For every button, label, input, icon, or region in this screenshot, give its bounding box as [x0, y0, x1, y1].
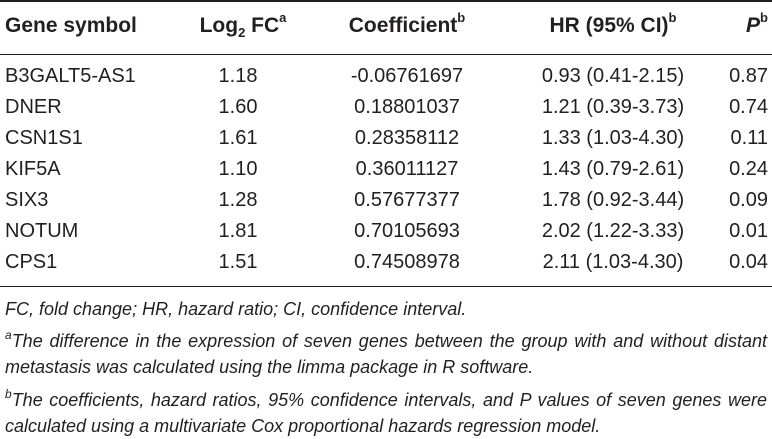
- footnote-a-mark: a: [5, 328, 12, 342]
- header-coefficient-sup: b: [457, 10, 466, 25]
- table-bottom-rule: [0, 286, 772, 287]
- cell-hr-ci: 1.33 (1.03-4.30): [541, 127, 685, 149]
- table-body: B3GALT5-AS1 1.18 -0.06761697 0.93 (0.41-…: [0, 63, 772, 280]
- cell-log2-fc: 1.10: [218, 158, 258, 180]
- header-p-value-text: P: [746, 14, 761, 37]
- cell-coefficient: -0.06761697: [350, 65, 464, 87]
- cell-coefficient: 0.18801037: [354, 96, 460, 118]
- table-row: NOTUM 1.81 0.70105693 2.02 (1.22-3.33) 0…: [0, 218, 772, 249]
- footnote-b-text: The coefficients, hazard ratios, 95% con…: [5, 390, 767, 436]
- cell-p-value: 0.04: [729, 251, 768, 273]
- cell-coefficient: 0.36011127: [355, 158, 459, 180]
- cell-log2-fc: 1.60: [218, 96, 258, 118]
- table-header-rule: [0, 54, 772, 55]
- cell-log2-fc: 1.81: [218, 220, 258, 242]
- cell-log2-fc: 1.61: [218, 127, 258, 149]
- header-log2-fc-sup: a: [279, 10, 287, 25]
- header-log2-fc: Log2 FCa: [188, 11, 298, 41]
- cell-gene: DNER: [5, 96, 62, 118]
- footnote-a-text: The difference in the expression of seve…: [5, 331, 767, 377]
- cell-hr-ci: 1.43 (0.79-2.61): [541, 158, 685, 180]
- header-hr-ci-sup: b: [668, 10, 677, 25]
- cell-log2-fc: 1.18: [218, 65, 258, 87]
- footnote-abbreviations: FC, fold change; HR, hazard ratio; CI, c…: [5, 299, 467, 319]
- cell-coefficient: 0.70105693: [354, 220, 460, 242]
- cell-hr-ci: 1.78 (0.92-3.44): [541, 189, 685, 211]
- header-hr-ci: HR (95% CI)b: [508, 11, 718, 38]
- header-gene-symbol: Gene symbol: [5, 14, 137, 37]
- cell-hr-ci: 2.02 (1.22-3.33): [541, 220, 685, 242]
- table-header-row: Gene symbol Log2 FCa Coefficientb HR (95…: [0, 0, 772, 54]
- table-row: SIX3 1.28 0.57677377 1.78 (0.92-3.44) 0.…: [0, 187, 772, 218]
- footnote-a: aThe difference in the expression of sev…: [5, 328, 767, 380]
- table-row: CPS1 1.51 0.74508978 2.11 (1.03-4.30) 0.…: [0, 249, 772, 280]
- table-row: CSN1S1 1.61 0.28358112 1.33 (1.03-4.30) …: [0, 125, 772, 156]
- header-coefficient-text: Coefficient: [348, 14, 458, 37]
- cell-gene: KIF5A: [5, 158, 61, 180]
- header-hr-ci-text: HR (95% CI): [549, 14, 669, 37]
- cell-p-value: 0.24: [729, 158, 768, 180]
- cell-coefficient: 0.74508978: [354, 251, 460, 273]
- cell-gene: B3GALT5-AS1: [5, 65, 136, 87]
- cell-gene: CSN1S1: [5, 127, 83, 149]
- header-p-value: Pb: [716, 11, 768, 38]
- header-p-value-sup: b: [760, 10, 768, 25]
- cell-p-value: 0.01: [729, 220, 768, 242]
- cell-coefficient: 0.57677377: [354, 189, 460, 211]
- cell-log2-fc: 1.28: [218, 189, 258, 211]
- cell-gene: SIX3: [5, 189, 49, 211]
- header-coefficient: Coefficientb: [332, 11, 482, 38]
- table-row: DNER 1.60 0.18801037 1.21 (0.39-3.73) 0.…: [0, 94, 772, 125]
- table-row: KIF5A 1.10 0.36011127 1.43 (0.79-2.61) 0…: [0, 156, 772, 187]
- table-footnotes: FC, fold change; HR, hazard ratio; CI, c…: [5, 296, 767, 439]
- cell-hr-ci: 0.93 (0.41-2.15): [541, 65, 685, 87]
- cell-gene: NOTUM: [5, 220, 79, 242]
- header-log2-fc-sub: 2: [238, 25, 246, 41]
- cell-p-value: 0.09: [729, 189, 768, 211]
- header-log2-fc-main: Log: [199, 14, 239, 37]
- cell-hr-ci: 1.21 (0.39-3.73): [541, 96, 685, 118]
- cell-coefficient: 0.28358112: [354, 127, 460, 149]
- table-top-rule: [0, 0, 772, 2]
- cell-log2-fc: 1.51: [218, 251, 258, 273]
- cell-p-value: 0.74: [729, 96, 768, 118]
- cell-p-value: 0.11: [730, 127, 768, 149]
- cell-gene: CPS1: [5, 251, 58, 273]
- cell-p-value: 0.87: [729, 65, 768, 87]
- table-row: B3GALT5-AS1 1.18 -0.06761697 0.93 (0.41-…: [0, 63, 772, 94]
- footnote-b: bThe coefficients, hazard ratios, 95% co…: [5, 387, 767, 439]
- header-log2-fc-rest: FC: [245, 14, 280, 37]
- cell-hr-ci: 2.11 (1.03-4.30): [542, 251, 684, 273]
- footnote-b-mark: b: [5, 387, 12, 401]
